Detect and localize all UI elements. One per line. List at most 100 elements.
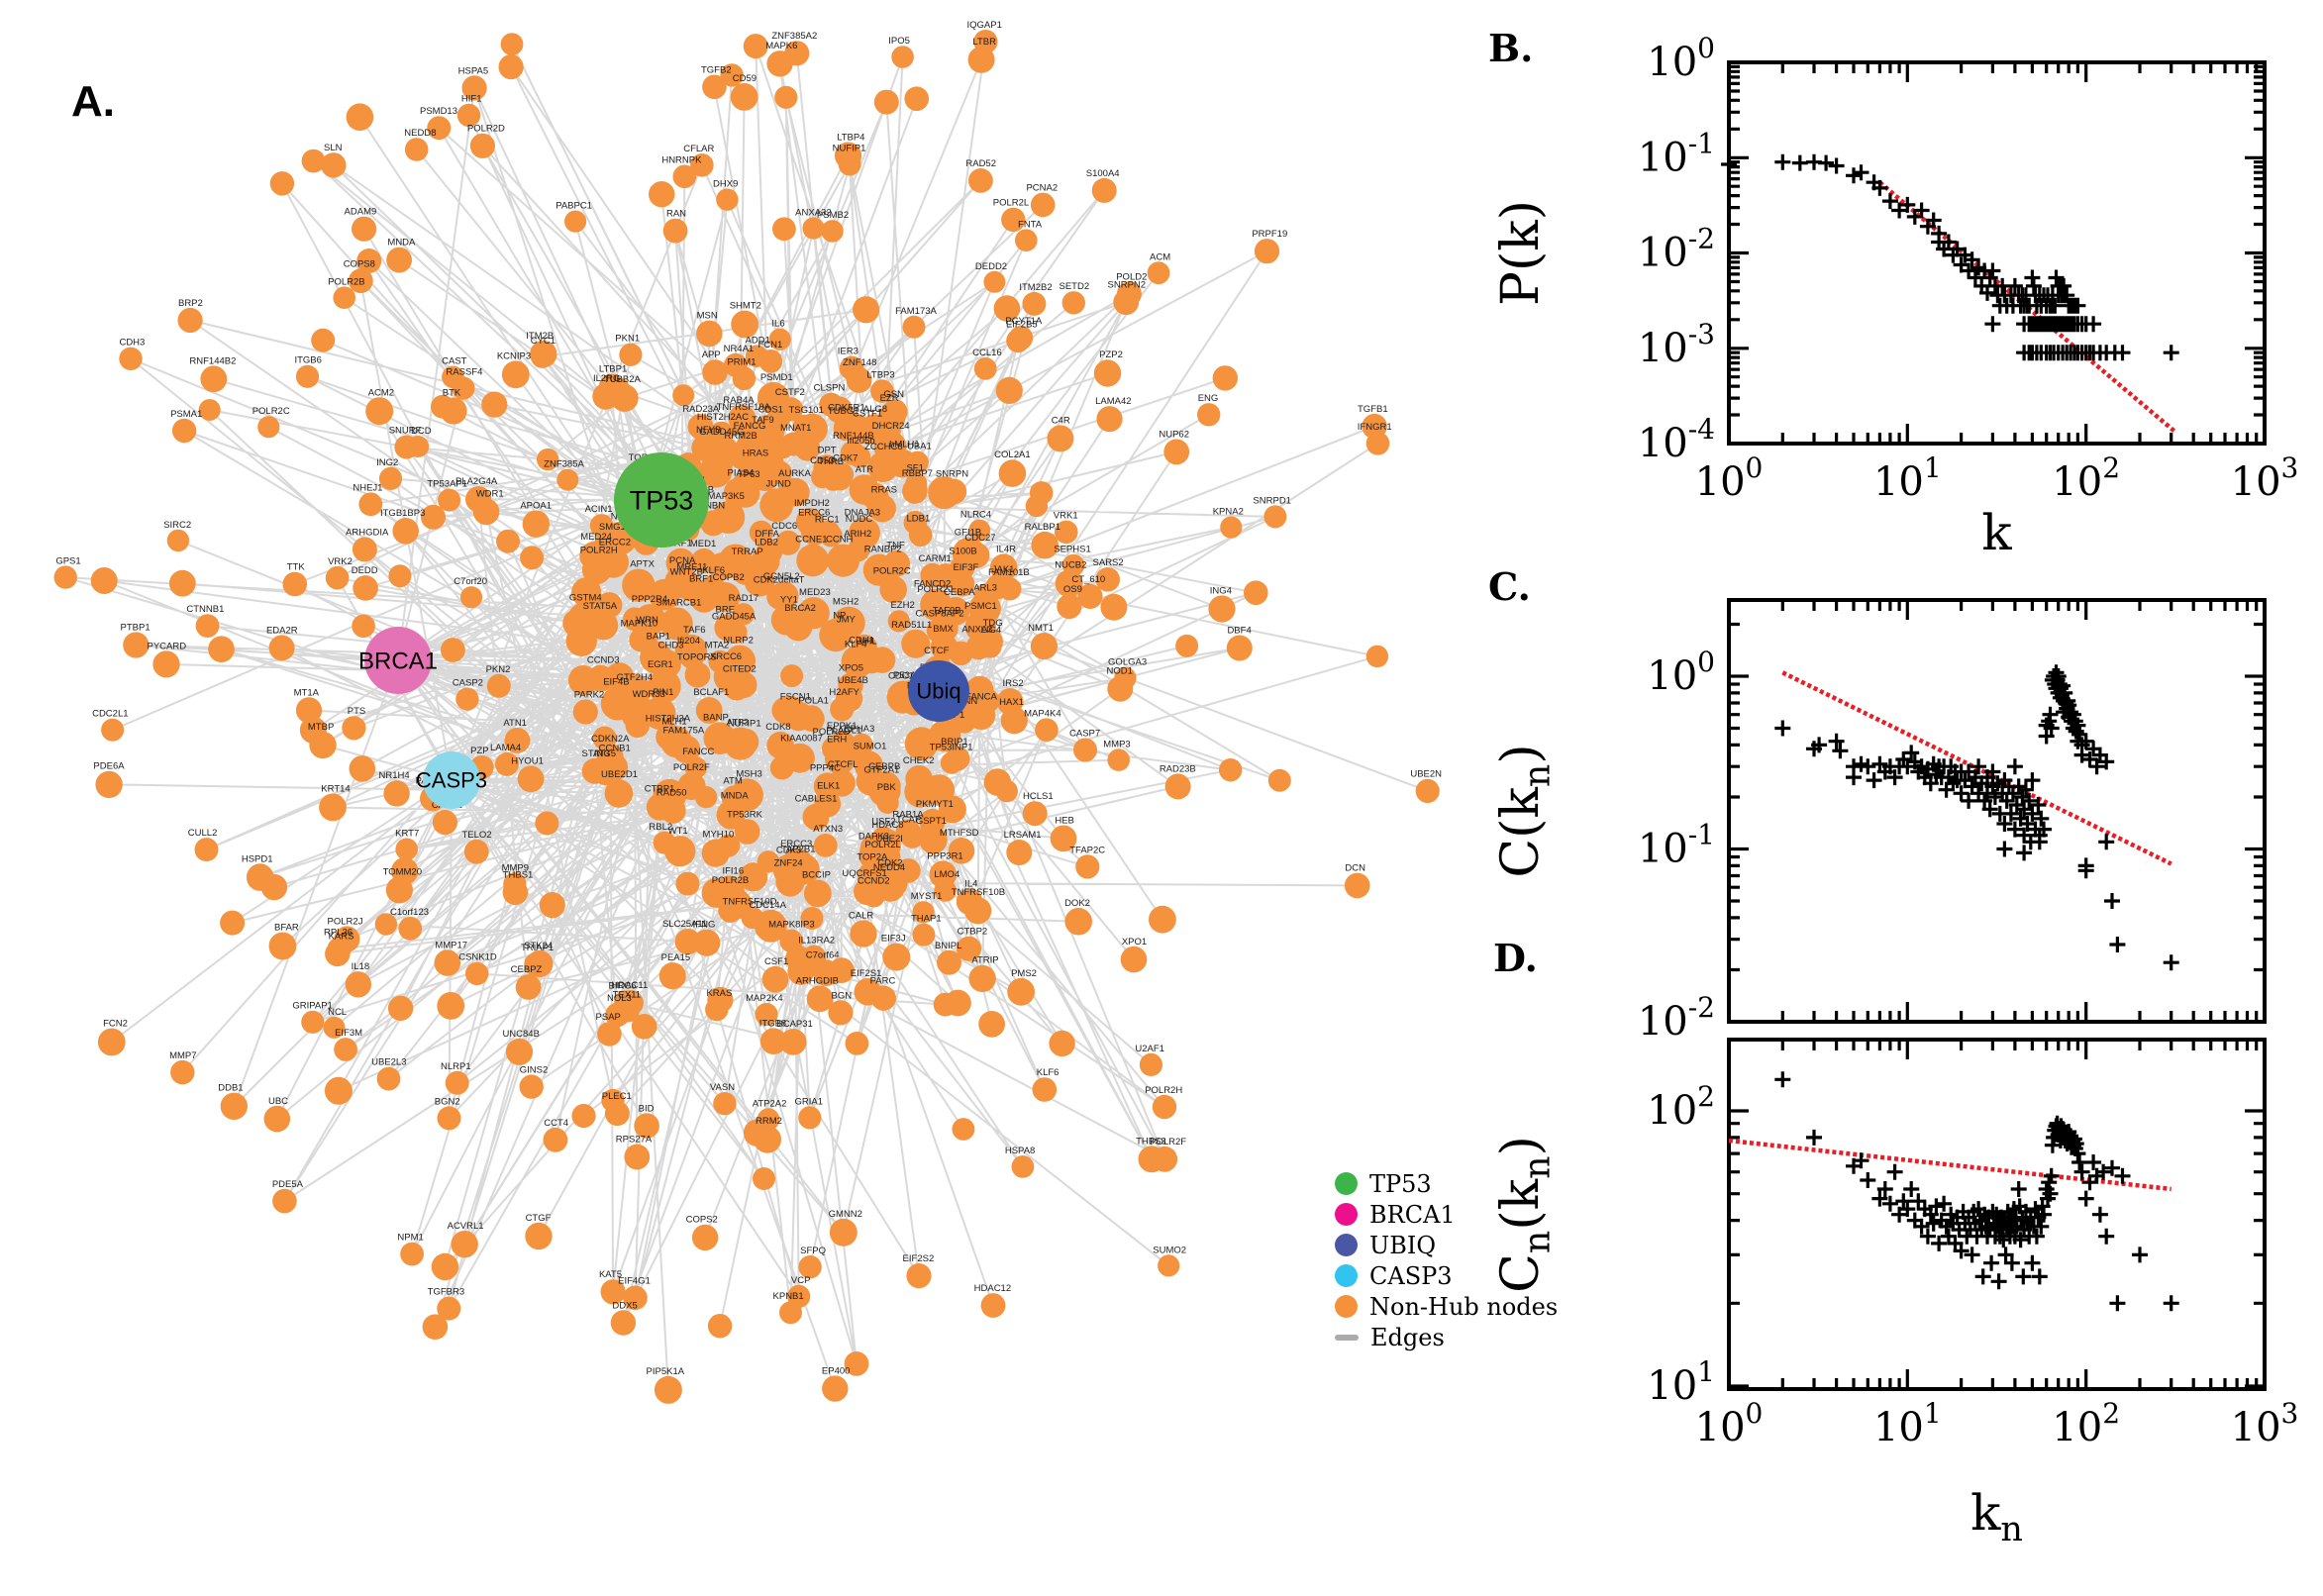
network-node [690,153,714,177]
network-node [753,1167,775,1190]
network-node-label: PPP4C [810,762,841,773]
network-node-label: FSCN1 [780,692,811,703]
network-node-label: PARK2 [574,689,604,700]
network-node [654,1375,682,1404]
plot-frame [1727,60,2267,446]
network-node-label: BANP [703,712,729,723]
network-node [171,418,197,444]
network-node [993,295,1021,322]
network-node [905,472,928,495]
network-node [718,898,743,923]
network-node [334,1038,357,1061]
network-node [674,929,701,955]
network-node [920,588,953,622]
network-node-label: AURKA [778,468,811,479]
network-node [1093,359,1122,387]
network-node-label: ZNF24 [774,858,803,869]
network-node [407,436,430,457]
network-node-label: AP2B1 [786,845,816,855]
network-node-label: HIST2H3A [646,714,691,725]
network-node-label: MSH3 [736,768,761,779]
network-node [601,1088,625,1113]
network-node [345,971,371,998]
network-node [1107,675,1134,702]
network-node-label: POLR2C [873,566,911,577]
network-node [437,992,465,1020]
network-node-label: GCN5L2 [763,571,800,582]
y-tick-label: 10-4 [1638,413,1715,466]
network-node [319,793,347,822]
network-node [713,1092,737,1116]
network-node [1061,291,1086,315]
network-node [334,926,360,952]
network-node [268,932,297,960]
network-node-label: GSPT1 [916,816,947,827]
network-node-label: MRE11 [676,562,707,573]
x-tick-label: 101 [1873,1397,1942,1450]
panel-c-plot: 100 10-1 10-2 C(kn) [1491,598,2267,1045]
network-node-label: DAPK3 [858,832,889,843]
y-tick-label: 10-1 [1638,819,1715,872]
network-node [1113,289,1140,316]
network-node [844,1351,869,1376]
network-node [731,412,756,437]
network-node [325,565,350,590]
network-node [177,307,203,334]
network-node [455,687,479,711]
network-node-label: CTCF [924,646,950,656]
network-node-label: POLR2F [673,762,710,773]
network-node [672,384,695,407]
network-node [567,665,599,696]
network-node-label: THRB [818,456,844,467]
network-node [901,629,931,658]
network-node-label: EPPK1 [827,721,858,732]
network-node [783,701,814,732]
network-node-label: POLR2L [864,840,900,850]
network-node [691,1224,719,1251]
network-node [631,1014,657,1040]
fit-line [1728,1138,2172,1192]
network-node [830,697,855,722]
network-node [828,735,859,766]
network-node [1030,633,1058,660]
network-node [95,770,123,799]
network-node [779,1301,802,1325]
network-node-label: ATXN3 [813,824,843,835]
network-node [1365,645,1389,668]
network-node [269,171,295,196]
network-node-label: ATF3 [727,718,750,729]
network-node [948,838,975,864]
network-node [998,459,1027,487]
network-node [152,650,180,678]
network-node-label: CDC14B [888,671,926,682]
network-node [1011,1155,1035,1178]
network-node-label: CEBPA [944,587,975,598]
network-node [875,872,906,902]
network-node [383,780,410,807]
y-tick-label: 10-3 [1638,318,1715,371]
network-node [376,1066,401,1091]
network-node [571,577,602,608]
network-node [168,569,196,597]
network-node [814,790,842,818]
network-node-label: CDK5R1 [828,402,865,413]
network-node [734,819,760,845]
network-node [442,365,464,389]
network-node-label: POLA1 [798,695,829,706]
network-node [496,529,520,553]
network-node-label: CDH1 [849,636,874,647]
network-node [1344,872,1370,899]
network-node [766,584,792,610]
network-node [1015,229,1038,251]
network-node [989,553,1018,581]
network-node-label: TOPORS [677,652,717,663]
network-node [1208,595,1236,623]
network-node [365,397,394,426]
network-node [761,965,789,993]
network-node-label: TAF6 [683,625,706,636]
network-node [870,379,894,403]
network-node [766,50,793,77]
